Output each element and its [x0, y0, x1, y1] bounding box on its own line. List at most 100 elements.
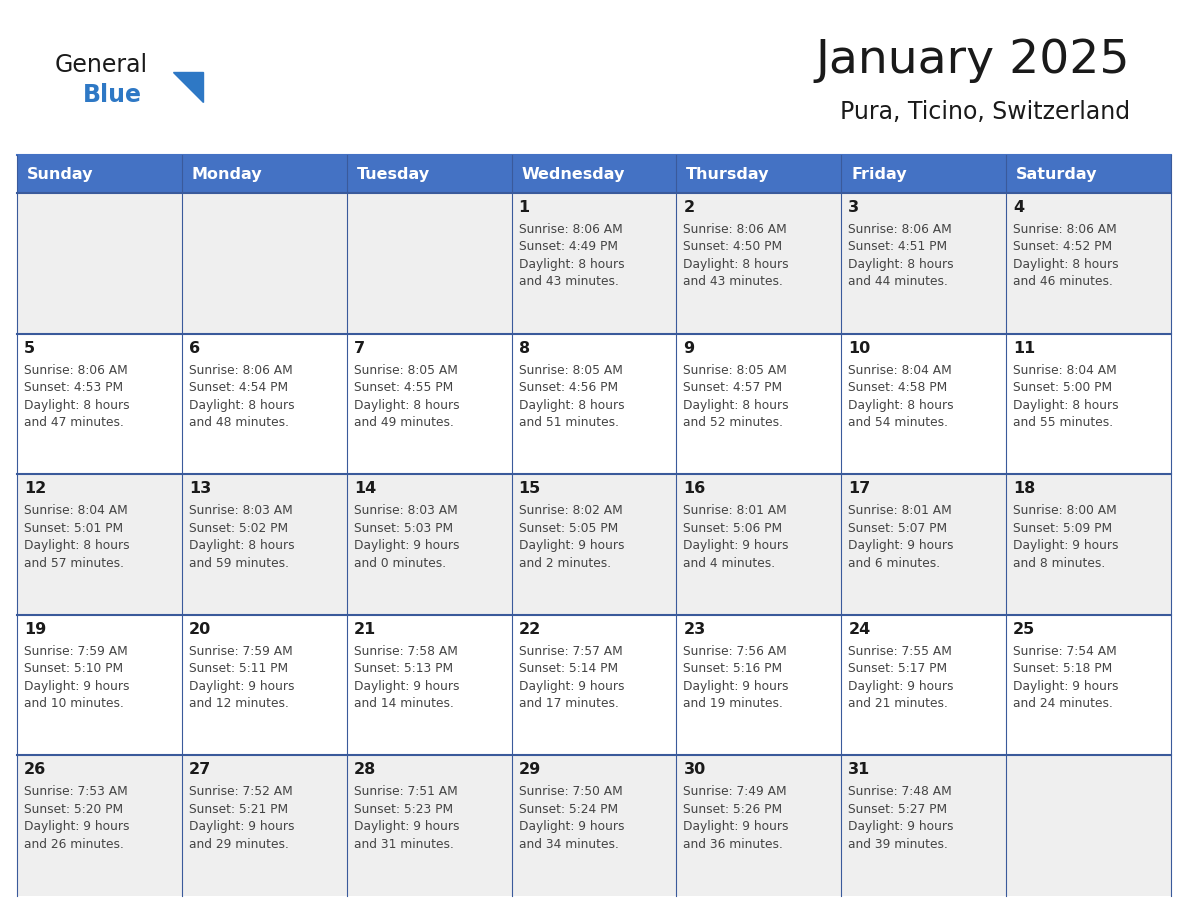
Text: and 48 minutes.: and 48 minutes. — [189, 416, 289, 429]
Text: Daylight: 9 hours: Daylight: 9 hours — [519, 821, 624, 834]
Text: Daylight: 8 hours: Daylight: 8 hours — [848, 398, 954, 411]
Bar — [676, 155, 841, 193]
Text: and 47 minutes.: and 47 minutes. — [24, 416, 124, 429]
Text: Daylight: 8 hours: Daylight: 8 hours — [848, 258, 954, 271]
Text: Daylight: 9 hours: Daylight: 9 hours — [24, 821, 129, 834]
Text: and 39 minutes.: and 39 minutes. — [848, 838, 948, 851]
Text: Friday: Friday — [851, 166, 906, 182]
Text: Sunrise: 7:53 AM: Sunrise: 7:53 AM — [24, 786, 128, 799]
Text: and 55 minutes.: and 55 minutes. — [1013, 416, 1113, 429]
Bar — [17, 615, 1171, 756]
Text: Sunrise: 8:00 AM: Sunrise: 8:00 AM — [1013, 504, 1117, 517]
Bar — [1006, 155, 1171, 193]
Text: Daylight: 9 hours: Daylight: 9 hours — [848, 539, 954, 553]
Text: Sunset: 4:58 PM: Sunset: 4:58 PM — [848, 381, 948, 394]
Text: Sunrise: 7:59 AM: Sunrise: 7:59 AM — [189, 644, 292, 658]
Text: 31: 31 — [848, 763, 871, 778]
Text: Daylight: 8 hours: Daylight: 8 hours — [1013, 398, 1119, 411]
Text: 21: 21 — [354, 621, 375, 637]
Text: Daylight: 8 hours: Daylight: 8 hours — [683, 258, 789, 271]
Text: Sunset: 5:26 PM: Sunset: 5:26 PM — [683, 803, 783, 816]
Text: and 52 minutes.: and 52 minutes. — [683, 416, 783, 429]
Text: Sunrise: 8:06 AM: Sunrise: 8:06 AM — [519, 223, 623, 236]
Text: Sunrise: 8:03 AM: Sunrise: 8:03 AM — [354, 504, 457, 517]
Text: Daylight: 8 hours: Daylight: 8 hours — [683, 398, 789, 411]
Text: Sunrise: 7:59 AM: Sunrise: 7:59 AM — [24, 644, 128, 658]
Text: Sunset: 4:52 PM: Sunset: 4:52 PM — [1013, 241, 1112, 253]
Text: Sunrise: 8:05 AM: Sunrise: 8:05 AM — [354, 364, 457, 376]
Bar — [841, 155, 1006, 193]
Text: Sunset: 4:56 PM: Sunset: 4:56 PM — [519, 381, 618, 394]
Text: Daylight: 9 hours: Daylight: 9 hours — [683, 680, 789, 693]
Text: Daylight: 8 hours: Daylight: 8 hours — [519, 258, 624, 271]
Text: Sunrise: 8:04 AM: Sunrise: 8:04 AM — [848, 364, 952, 376]
Text: Sunrise: 7:52 AM: Sunrise: 7:52 AM — [189, 786, 292, 799]
Text: Sunset: 5:23 PM: Sunset: 5:23 PM — [354, 803, 453, 816]
Text: and 4 minutes.: and 4 minutes. — [683, 556, 776, 570]
Text: and 24 minutes.: and 24 minutes. — [1013, 698, 1113, 711]
Text: and 51 minutes.: and 51 minutes. — [519, 416, 619, 429]
Text: and 10 minutes.: and 10 minutes. — [24, 698, 124, 711]
Text: Daylight: 8 hours: Daylight: 8 hours — [189, 539, 295, 553]
Text: Sunrise: 7:54 AM: Sunrise: 7:54 AM — [1013, 644, 1117, 658]
Text: and 59 minutes.: and 59 minutes. — [189, 556, 289, 570]
Text: Sunrise: 7:50 AM: Sunrise: 7:50 AM — [519, 786, 623, 799]
Text: 22: 22 — [519, 621, 541, 637]
Text: and 44 minutes.: and 44 minutes. — [848, 275, 948, 288]
Text: Sunset: 4:50 PM: Sunset: 4:50 PM — [683, 241, 783, 253]
Text: Pura, Ticino, Switzerland: Pura, Ticino, Switzerland — [840, 100, 1130, 124]
Text: Daylight: 8 hours: Daylight: 8 hours — [354, 398, 460, 411]
Text: Sunset: 5:07 PM: Sunset: 5:07 PM — [848, 521, 947, 534]
Text: Sunrise: 8:06 AM: Sunrise: 8:06 AM — [683, 223, 788, 236]
Text: 30: 30 — [683, 763, 706, 778]
Text: Sunset: 5:06 PM: Sunset: 5:06 PM — [683, 521, 783, 534]
Text: Sunset: 5:20 PM: Sunset: 5:20 PM — [24, 803, 124, 816]
Text: Daylight: 9 hours: Daylight: 9 hours — [1013, 539, 1119, 553]
Text: and 8 minutes.: and 8 minutes. — [1013, 556, 1105, 570]
Text: 16: 16 — [683, 481, 706, 497]
Text: Daylight: 9 hours: Daylight: 9 hours — [848, 821, 954, 834]
Text: January 2025: January 2025 — [815, 38, 1130, 83]
Text: Sunset: 5:13 PM: Sunset: 5:13 PM — [354, 662, 453, 676]
Text: Sunset: 5:05 PM: Sunset: 5:05 PM — [519, 521, 618, 534]
Text: 15: 15 — [519, 481, 541, 497]
Text: 26: 26 — [24, 763, 46, 778]
Text: Daylight: 8 hours: Daylight: 8 hours — [24, 398, 129, 411]
Text: and 29 minutes.: and 29 minutes. — [189, 838, 289, 851]
Text: Tuesday: Tuesday — [356, 166, 430, 182]
Text: and 43 minutes.: and 43 minutes. — [683, 275, 783, 288]
Text: General: General — [55, 53, 148, 77]
Text: and 21 minutes.: and 21 minutes. — [848, 698, 948, 711]
Text: Sunrise: 8:03 AM: Sunrise: 8:03 AM — [189, 504, 292, 517]
Text: 27: 27 — [189, 763, 211, 778]
Text: Sunset: 5:02 PM: Sunset: 5:02 PM — [189, 521, 287, 534]
Text: Sunrise: 8:06 AM: Sunrise: 8:06 AM — [1013, 223, 1117, 236]
Text: 13: 13 — [189, 481, 211, 497]
Text: Sunset: 5:09 PM: Sunset: 5:09 PM — [1013, 521, 1112, 534]
Text: Daylight: 9 hours: Daylight: 9 hours — [683, 821, 789, 834]
Text: and 49 minutes.: and 49 minutes. — [354, 416, 454, 429]
Text: and 17 minutes.: and 17 minutes. — [519, 698, 619, 711]
Text: 20: 20 — [189, 621, 211, 637]
Text: 6: 6 — [189, 341, 200, 355]
Text: Sunrise: 8:06 AM: Sunrise: 8:06 AM — [189, 364, 292, 376]
Text: and 31 minutes.: and 31 minutes. — [354, 838, 454, 851]
Text: Sunset: 5:10 PM: Sunset: 5:10 PM — [24, 662, 124, 676]
Text: 1: 1 — [519, 200, 530, 215]
Text: and 36 minutes.: and 36 minutes. — [683, 838, 783, 851]
Text: Daylight: 9 hours: Daylight: 9 hours — [189, 821, 295, 834]
Text: Sunrise: 7:48 AM: Sunrise: 7:48 AM — [848, 786, 952, 799]
Text: 11: 11 — [1013, 341, 1036, 355]
Text: Sunset: 4:51 PM: Sunset: 4:51 PM — [848, 241, 947, 253]
Text: 4: 4 — [1013, 200, 1024, 215]
Text: 25: 25 — [1013, 621, 1036, 637]
Text: and 0 minutes.: and 0 minutes. — [354, 556, 446, 570]
Bar — [17, 756, 1171, 896]
Text: Sunrise: 8:05 AM: Sunrise: 8:05 AM — [519, 364, 623, 376]
Text: Sunset: 5:11 PM: Sunset: 5:11 PM — [189, 662, 287, 676]
Text: Sunset: 5:27 PM: Sunset: 5:27 PM — [848, 803, 947, 816]
Text: 7: 7 — [354, 341, 365, 355]
Text: Monday: Monday — [191, 166, 263, 182]
Text: 23: 23 — [683, 621, 706, 637]
Text: Sunset: 5:21 PM: Sunset: 5:21 PM — [189, 803, 287, 816]
